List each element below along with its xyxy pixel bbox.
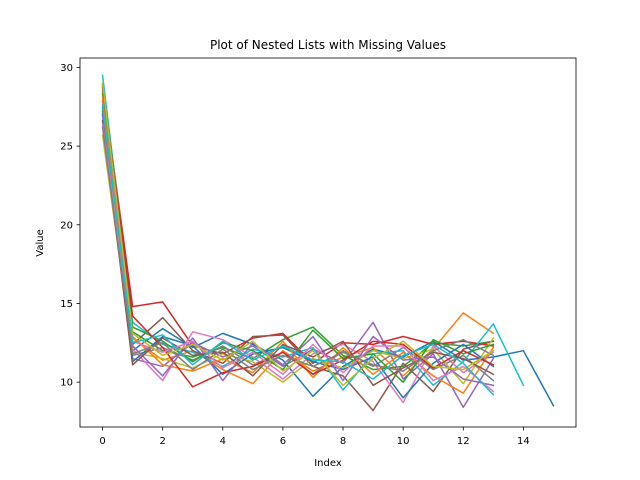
series-layer xyxy=(101,74,555,412)
x-axis: 0 2 4 6 8 10 12 14 xyxy=(99,427,530,447)
series-line xyxy=(101,93,495,371)
series-line xyxy=(101,105,495,412)
y-tick-label: 10 xyxy=(60,378,73,389)
y-axis: 10 15 20 25 30 xyxy=(60,63,80,389)
y-tick-label: 15 xyxy=(60,299,73,310)
x-tick-label: 6 xyxy=(280,436,286,447)
series-line xyxy=(101,83,495,365)
x-tick-label: 12 xyxy=(457,436,470,447)
x-tick-label: 2 xyxy=(159,436,165,447)
x-axis-label: Index xyxy=(314,458,342,469)
y-tick-label: 30 xyxy=(60,63,73,74)
series-line xyxy=(101,82,495,387)
series-line xyxy=(101,74,525,391)
chart-title: Plot of Nested Lists with Missing Values xyxy=(210,38,446,52)
y-axis-label: Value xyxy=(35,229,46,256)
y-tick-label: 25 xyxy=(60,142,73,153)
series-line xyxy=(101,126,495,372)
x-tick-label: 10 xyxy=(397,436,410,447)
y-tick-label: 20 xyxy=(60,220,73,231)
x-tick-label: 4 xyxy=(220,436,226,447)
x-tick-label: 8 xyxy=(340,436,346,447)
series-line xyxy=(101,123,495,393)
series-line xyxy=(101,104,495,396)
x-tick-label: 0 xyxy=(99,436,105,447)
series-line xyxy=(101,134,495,385)
series-line xyxy=(101,113,495,399)
x-tick-label: 14 xyxy=(517,436,530,447)
plot-frame xyxy=(79,57,577,428)
